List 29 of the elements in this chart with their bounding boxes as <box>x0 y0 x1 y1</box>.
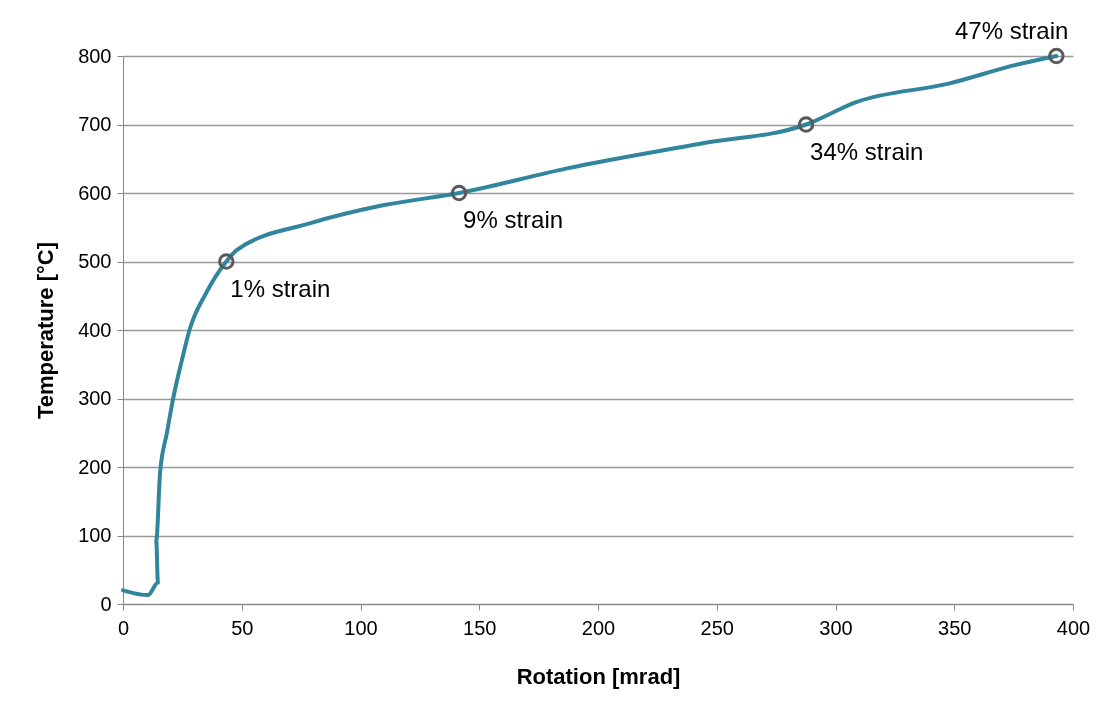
x-tick-label: 200 <box>581 616 616 639</box>
annotation: 1% strain <box>230 274 331 302</box>
annotation: 47% strain <box>954 17 1069 44</box>
y-tick-label: 200 <box>78 455 112 478</box>
y-tick-label: 500 <box>78 250 112 272</box>
line-series <box>121 54 1059 598</box>
y-tick-label: 0 <box>100 592 112 615</box>
x-tick-label: 0 <box>117 616 130 639</box>
x-tick-label: 250 <box>700 616 734 639</box>
point <box>1048 47 1065 65</box>
x-tick-label: 300 <box>819 616 853 639</box>
y-tick-label: 800 <box>78 44 112 67</box>
point <box>218 253 235 270</box>
x-tick-label: 100 <box>344 616 378 639</box>
y-tick-label: 700 <box>78 113 112 135</box>
point <box>797 116 815 133</box>
y-tick-label: 100 <box>78 524 112 546</box>
y-tick-label: 600 <box>78 181 112 204</box>
x-tick-label: 150 <box>463 616 497 639</box>
x-tick-label: 400 <box>1056 616 1091 639</box>
point <box>450 184 468 202</box>
y-tick-label: 400 <box>78 318 112 341</box>
y-axis-title: Temperature [°C] <box>33 241 59 420</box>
annotation: 9% strain <box>463 206 564 233</box>
x-tick-label: 350 <box>938 616 972 639</box>
x-axis-title: Rotation [mrad] <box>516 663 681 689</box>
annotation: 34% strain <box>810 137 924 165</box>
x-tick-label: 50 <box>231 616 254 639</box>
y-tick-label: 300 <box>78 387 112 409</box>
